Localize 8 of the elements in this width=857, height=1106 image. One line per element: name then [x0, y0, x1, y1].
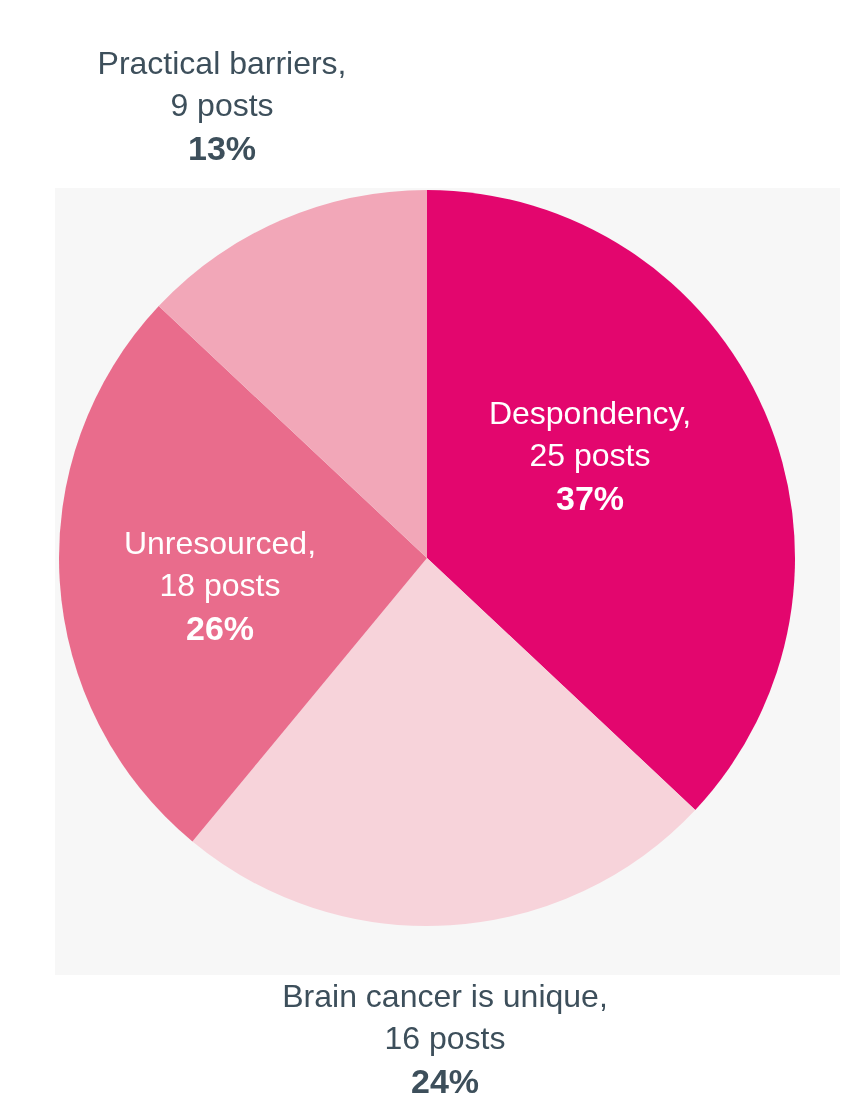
data-label: 24% — [410, 1062, 480, 1101]
slice-label: Brain cancer is unique, 16 posts — [282, 977, 608, 1056]
data-label: 37% — [555, 479, 625, 518]
slice-label: Despondency, 25 posts — [488, 394, 692, 473]
data-label: 13% — [187, 129, 257, 168]
slice-label: Unresourced, 18 posts — [123, 524, 317, 603]
slice-label: Practical barriers, 9 posts — [97, 44, 347, 123]
data-label: 26% — [185, 609, 255, 648]
